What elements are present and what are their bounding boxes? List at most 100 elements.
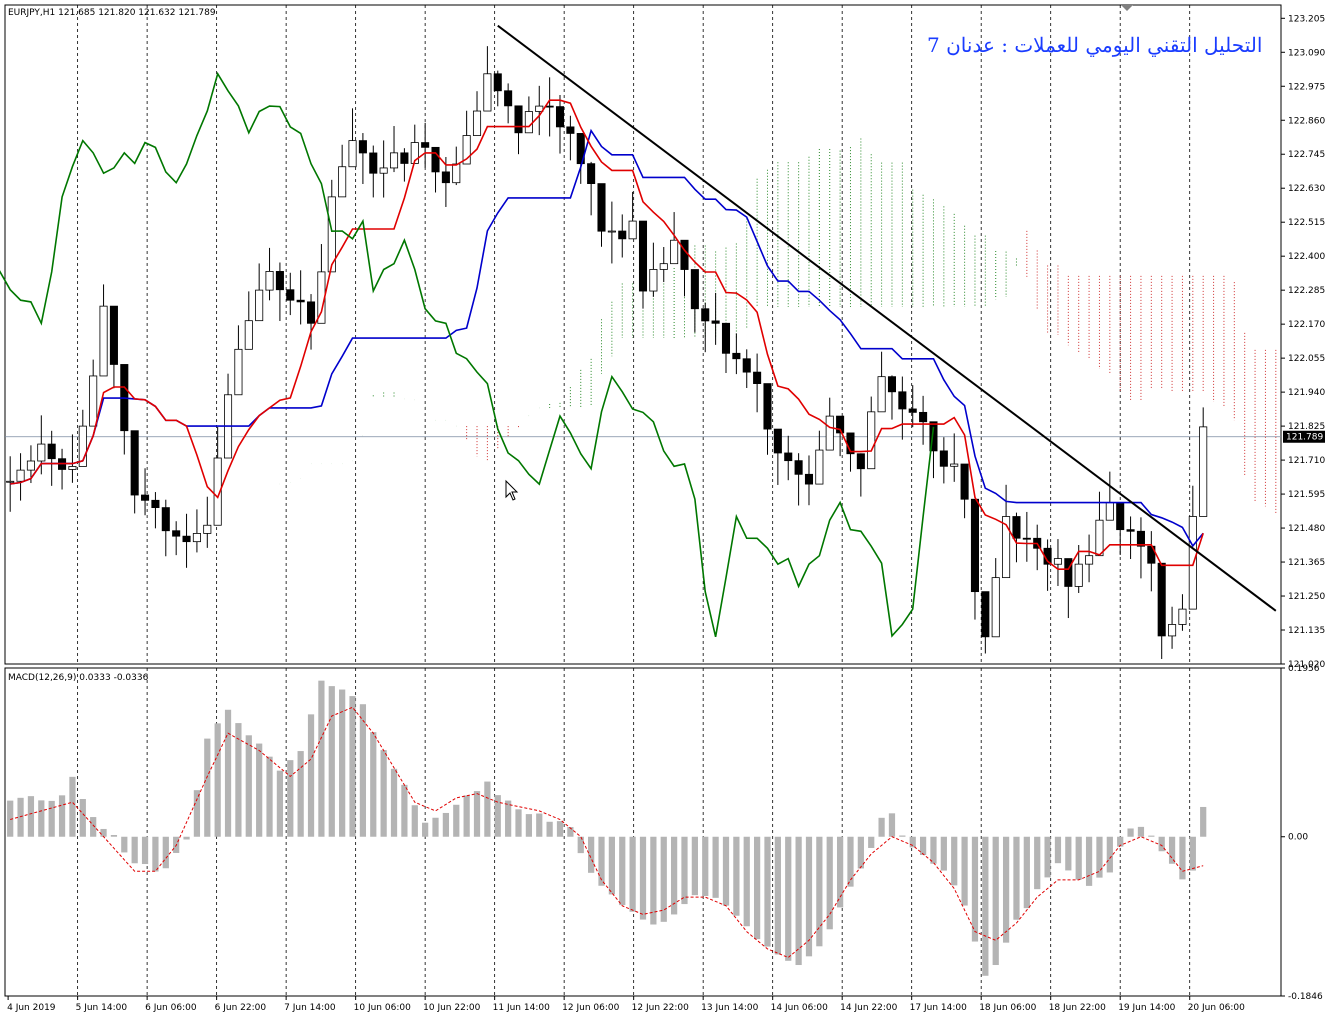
macd-histogram-bar <box>27 796 35 837</box>
candle-body <box>545 105 554 108</box>
chikou-span-line <box>0 71 935 638</box>
candle-body <box>690 269 699 310</box>
x-tick-label: 17 Jun 14:00 <box>910 1003 967 1013</box>
macd-histogram-bar <box>1117 836 1124 847</box>
macd-y-tick-label: 0.00 <box>1288 833 1308 843</box>
candle-body <box>78 425 87 467</box>
candle-body <box>296 299 305 303</box>
candle-body <box>919 411 928 423</box>
macd-histogram-bar <box>992 836 999 966</box>
macd-histogram-bar <box>422 822 429 837</box>
candle-body <box>908 408 917 413</box>
macd-histogram-bar <box>588 836 595 873</box>
macd-label: MACD(12,26,9) 0.0333 -0.0336 <box>8 673 149 683</box>
macd-histogram-bar <box>100 828 107 837</box>
candle-body <box>441 171 450 184</box>
y-tick-label: 122.170 <box>1288 320 1325 330</box>
macd-histogram-bar <box>38 800 45 837</box>
macd-histogram-bar <box>536 813 543 837</box>
candle-body <box>462 135 471 165</box>
macd-histogram-bar <box>235 723 242 837</box>
macd-histogram-bar <box>660 836 667 922</box>
macd-histogram-bar <box>639 836 647 920</box>
macd-histogram-bar <box>764 836 771 947</box>
candle-body <box>898 391 907 410</box>
x-tick-label: 6 Jun 22:00 <box>215 1003 267 1013</box>
macd-histogram-bar <box>951 836 958 886</box>
x-tick-label: 14 Jun 22:00 <box>840 1003 897 1013</box>
candle-body <box>389 152 399 169</box>
macd-histogram-bar <box>401 784 408 837</box>
candle-body <box>680 239 689 270</box>
kijun-sen-line <box>10 128 1204 548</box>
x-tick-label: 5 Jun 14:00 <box>76 1003 128 1013</box>
macd-histogram-bar <box>1106 836 1113 873</box>
y-tick-label: 121.710 <box>1288 456 1325 466</box>
macd-histogram-bar <box>691 836 698 896</box>
macd-histogram-bar <box>754 836 761 940</box>
candle-body <box>732 352 741 360</box>
y-tick-label: 121.365 <box>1288 558 1325 568</box>
macd-histogram-bar <box>390 768 398 837</box>
macd-histogram-bar <box>878 817 885 837</box>
macd-histogram-bar <box>214 723 221 837</box>
candle-body <box>587 163 596 185</box>
macd-histogram-bar <box>287 760 294 837</box>
macd-histogram-bar <box>141 836 149 865</box>
candle-body <box>576 133 585 165</box>
candle-body <box>472 110 482 136</box>
macd-histogram-bar <box>276 770 284 837</box>
macd-histogram-bar <box>69 776 76 837</box>
candle-body <box>307 301 316 324</box>
candle-body <box>1012 516 1021 539</box>
macd-histogram-bar <box>681 836 688 905</box>
macd-histogram-bar <box>370 732 377 837</box>
macd-histogram-bar <box>940 836 947 871</box>
macd-y-tick-label: 0.1956 <box>1288 664 1320 674</box>
x-tick-label: 19 Jun 14:00 <box>1118 1003 1175 1013</box>
macd-histogram-bar <box>453 804 460 837</box>
macd-histogram-bar <box>1200 806 1207 837</box>
current-price-tag: 121.789 <box>1283 430 1325 443</box>
candle-body <box>493 73 502 92</box>
candle-body <box>939 450 948 467</box>
macd-histogram-bar <box>598 836 605 886</box>
candle-body <box>970 498 979 593</box>
y-tick-label: 121.825 <box>1288 422 1325 432</box>
candle-body <box>348 140 357 168</box>
current-price-label: 121.789 <box>1286 433 1323 443</box>
macd-histogram-bar <box>245 735 252 837</box>
candle-body <box>773 428 782 454</box>
macd-histogram-bar <box>204 738 211 837</box>
candle-body <box>1002 516 1011 579</box>
macd-histogram-bar <box>733 836 740 916</box>
y-tick-label: 122.285 <box>1288 286 1325 296</box>
macd-histogram-bar <box>328 686 335 837</box>
macd-histogram-bar <box>930 836 937 864</box>
candle-body <box>950 463 959 467</box>
x-tick-label: 18 Jun 06:00 <box>979 1003 1036 1013</box>
x-tick-label: 20 Jun 06:00 <box>1188 1003 1245 1013</box>
y-tick-label: 121.940 <box>1288 388 1325 398</box>
candle-body <box>991 577 1000 638</box>
candle-body <box>659 263 668 270</box>
trend-line <box>497 24 1277 612</box>
candle-body <box>618 230 627 240</box>
candle-body <box>836 415 845 434</box>
candle-body <box>524 111 533 134</box>
candle-body <box>16 469 25 482</box>
macd-histogram-bar <box>899 835 906 837</box>
macd-histogram-bar <box>868 836 875 848</box>
candle-body <box>358 140 367 154</box>
candle-body <box>234 348 243 396</box>
candle-body <box>68 466 77 470</box>
macd-histogram-bar <box>650 836 657 925</box>
macd-histogram-bar <box>1065 836 1072 871</box>
candle-body <box>856 453 865 470</box>
x-tick-label: 14 Jun 06:00 <box>771 1003 828 1013</box>
macd-histogram-bar <box>1002 836 1010 943</box>
macd-histogram-bar <box>307 714 315 837</box>
macd-histogram-bar <box>743 836 750 927</box>
candle-body <box>182 535 191 543</box>
macd-histogram-bar <box>982 836 989 976</box>
